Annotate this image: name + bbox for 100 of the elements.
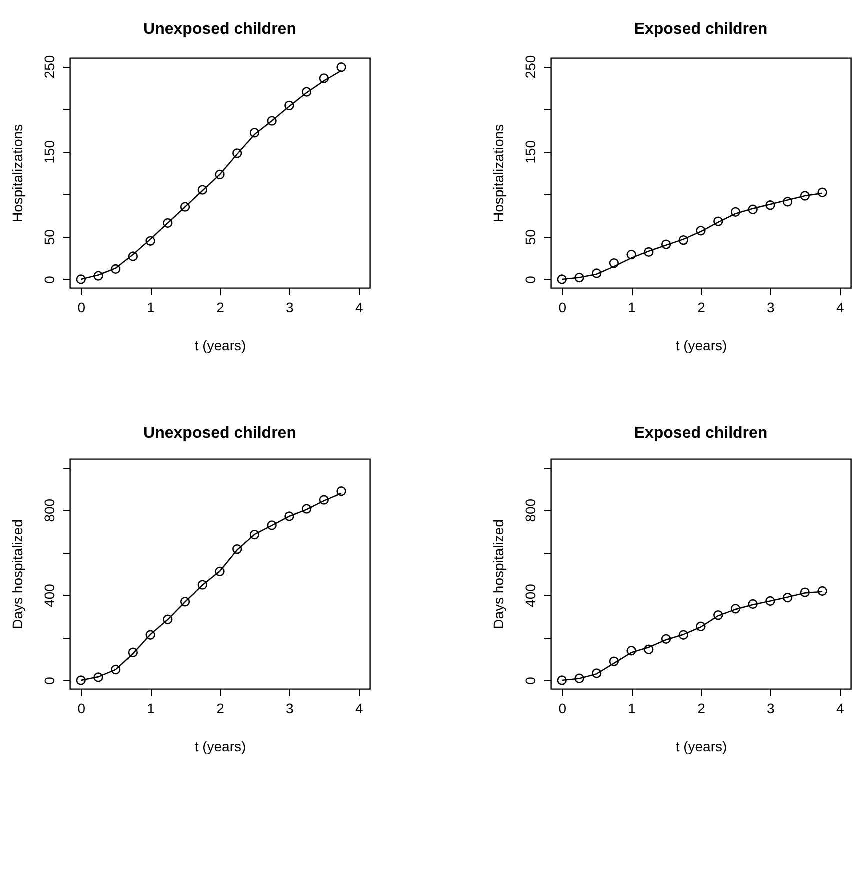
point <box>128 648 138 658</box>
x-tick-label: 3 <box>767 300 776 316</box>
point <box>626 646 636 656</box>
y-tick-label: 50 <box>42 229 58 246</box>
point <box>818 188 828 198</box>
x-tick-label: 1 <box>147 700 156 716</box>
point <box>146 630 156 640</box>
chart-title: Exposed children <box>634 425 768 442</box>
point <box>661 240 672 250</box>
point <box>800 588 810 598</box>
point <box>592 268 602 278</box>
point <box>557 274 567 284</box>
point <box>730 604 741 614</box>
x-tick-label: 0 <box>558 700 567 716</box>
point <box>215 566 225 576</box>
point <box>111 665 121 675</box>
point <box>198 185 208 195</box>
point <box>626 250 636 260</box>
point <box>748 599 758 610</box>
chart-title: Unexposed children <box>144 20 296 38</box>
y-axis-title: Hospitalizations <box>10 124 26 223</box>
x-tick-label: 1 <box>628 700 636 716</box>
point <box>232 148 242 158</box>
x-tick-label: 3 <box>286 700 294 716</box>
point <box>128 252 138 262</box>
point <box>250 128 260 138</box>
point <box>336 62 346 72</box>
point <box>557 676 567 686</box>
point <box>696 226 706 236</box>
y-tick-label: 0 <box>522 276 538 284</box>
point <box>180 597 190 607</box>
y-tick-label: 150 <box>522 140 538 164</box>
y-axis-title: Hospitalizations <box>490 124 506 223</box>
point <box>678 235 688 246</box>
x-axis-title: t (years) <box>194 738 246 754</box>
point <box>574 674 584 684</box>
y-axis-title: Days hospitalized <box>490 520 506 630</box>
y-tick-label: 800 <box>42 498 58 522</box>
x-tick-label: 0 <box>78 700 86 716</box>
x-tick-label: 4 <box>355 300 364 316</box>
point <box>714 610 724 620</box>
point <box>678 630 688 640</box>
point <box>319 495 329 505</box>
y-tick-label: 0 <box>42 276 58 284</box>
point <box>94 271 104 281</box>
y-tick-label: 250 <box>42 55 58 79</box>
x-tick-label: 2 <box>216 700 225 716</box>
point <box>284 100 294 111</box>
point <box>748 204 758 214</box>
x-tick-label: 2 <box>698 700 706 716</box>
point <box>267 116 277 126</box>
point <box>319 74 329 84</box>
point <box>574 272 584 283</box>
y-tick-label: 150 <box>42 140 58 164</box>
point <box>232 544 242 554</box>
x-axis-title: t (years) <box>676 338 728 354</box>
x-tick-label: 3 <box>767 700 776 716</box>
point <box>215 170 225 180</box>
point <box>766 200 776 210</box>
point <box>76 676 86 686</box>
point <box>609 258 620 268</box>
point <box>782 197 793 207</box>
point <box>284 512 294 522</box>
chart-title: Unexposed children <box>144 425 296 442</box>
point <box>730 207 741 218</box>
point <box>180 202 190 212</box>
point <box>76 274 86 284</box>
point <box>782 593 793 603</box>
x-tick-label: 3 <box>286 300 294 316</box>
point <box>336 486 346 496</box>
y-tick-label: 0 <box>522 676 538 685</box>
point <box>696 622 706 632</box>
x-axis-title: t (years) <box>676 738 728 754</box>
point <box>800 191 810 201</box>
point <box>198 580 208 590</box>
y-axis-title: Days hospitalized <box>10 520 26 630</box>
y-tick-label: 50 <box>522 229 538 246</box>
x-tick-label: 1 <box>147 300 156 316</box>
x-tick-label: 4 <box>355 700 364 716</box>
point <box>267 520 277 530</box>
x-tick-label: 2 <box>698 300 706 316</box>
point <box>250 530 260 540</box>
point <box>146 236 156 246</box>
x-tick-label: 4 <box>836 300 844 316</box>
x-tick-label: 4 <box>836 700 844 716</box>
point <box>644 644 654 654</box>
x-tick-label: 2 <box>216 300 225 316</box>
point <box>302 504 312 514</box>
point <box>609 656 620 666</box>
x-tick-label: 0 <box>78 300 86 316</box>
y-tick-label: 0 <box>42 676 58 685</box>
point <box>766 596 776 606</box>
point <box>714 216 724 226</box>
y-tick-label: 400 <box>42 584 58 608</box>
y-tick-label: 400 <box>522 584 538 608</box>
x-tick-label: 1 <box>628 300 636 316</box>
point <box>111 264 121 274</box>
x-axis-title: t (years) <box>194 338 246 354</box>
y-tick-label: 800 <box>522 498 538 522</box>
point <box>592 668 602 678</box>
